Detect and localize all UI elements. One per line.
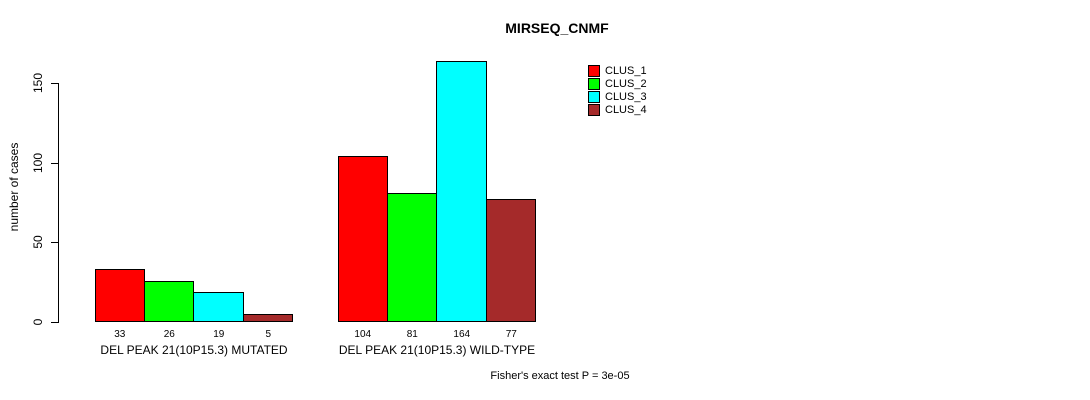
bar-clus_1-group2: [338, 156, 388, 322]
legend-item: CLUS_3: [588, 91, 647, 103]
bar-clus_2-group1: [143, 280, 194, 322]
y-tick-label: 150: [31, 72, 45, 94]
bar-clus_2-group2: [386, 192, 437, 322]
legend-label: CLUS_1: [605, 65, 647, 77]
y-tick-label: 100: [31, 152, 45, 174]
legend-swatch: [588, 104, 600, 116]
legend-item: CLUS_4: [588, 104, 647, 116]
bar-clus_1-group1: [95, 269, 145, 322]
bar-value-label: 81: [406, 329, 418, 340]
y-tick-label: 50: [31, 235, 45, 249]
y-axis: [58, 83, 59, 323]
legend-swatch: [588, 65, 600, 77]
legend-label: CLUS_2: [605, 78, 647, 90]
bar-clus_3-group1: [193, 291, 244, 322]
bar-value-label: 104: [354, 329, 372, 340]
y-tick-mark: [51, 322, 58, 323]
bar-value-label: 26: [163, 329, 175, 340]
y-tick-label: 0: [31, 318, 45, 326]
bar-clus_4-group2: [485, 199, 536, 322]
stat-annotation: Fisher's exact test P = 3e-05: [490, 370, 630, 382]
group-label: DEL PEAK 21(10P15.3) WILD-TYPE: [338, 343, 536, 357]
legend-swatch: [588, 91, 600, 103]
group-label: DEL PEAK 21(10P15.3) MUTATED: [100, 343, 288, 357]
y-tick-mark: [51, 242, 58, 243]
bar-clus_3-group2: [436, 60, 487, 322]
y-axis-label: number of cases: [7, 142, 21, 232]
legend-item: CLUS_1: [588, 65, 647, 77]
bar-clus_4-group1: [242, 314, 293, 322]
legend-item: CLUS_2: [588, 78, 647, 90]
y-tick-mark: [51, 83, 58, 84]
legend-swatch: [588, 78, 600, 90]
bar-value-label: 164: [453, 329, 471, 340]
chart-title: MIRSEQ_CNMF: [505, 20, 609, 36]
bar-value-label: 5: [265, 329, 272, 340]
legend-label: CLUS_3: [605, 91, 647, 103]
bar-value-label: 77: [505, 329, 517, 340]
y-tick-mark: [51, 163, 58, 164]
bar-value-label: 19: [213, 329, 225, 340]
legend: CLUS_1 CLUS_2 CLUS_3 CLUS_4: [588, 65, 647, 117]
legend-label: CLUS_4: [605, 104, 647, 116]
bar-value-label: 33: [114, 329, 126, 340]
